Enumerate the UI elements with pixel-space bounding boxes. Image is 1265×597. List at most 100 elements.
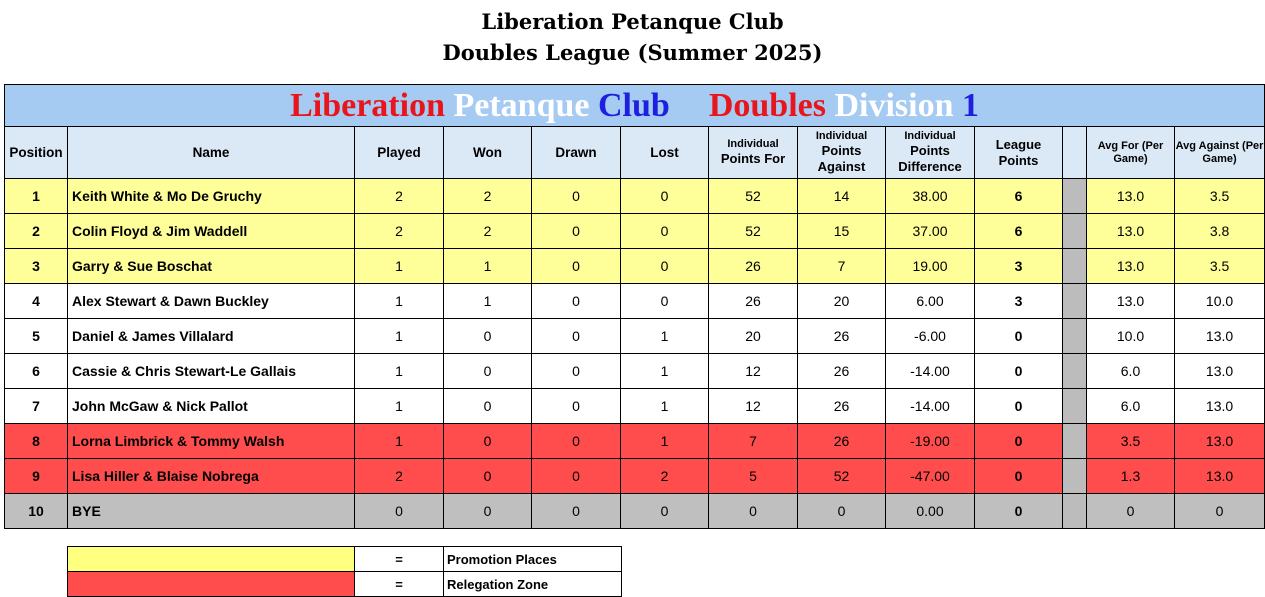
document-title-line2: Doubles League (Summer 2025) — [442, 40, 823, 65]
cell-name: John McGaw & Nick Pallot — [67, 388, 355, 424]
cell-lost: 1 — [620, 318, 709, 354]
cell-points-against: 14 — [797, 178, 886, 214]
table-row: 8 Lorna Limbrick & Tommy Walsh 1 0 0 1 7 26 -19.… — [4, 423, 1265, 459]
league-table-body: 1 Keith White & Mo De Gruchy 2 2 0 0 52 14 38.00… — [4, 178, 1265, 529]
cell-points-diff: -14.00 — [885, 353, 975, 389]
column-gap — [1062, 423, 1087, 459]
cell-drawn: 0 — [531, 493, 621, 529]
cell-name: Daniel & James Villalard — [67, 318, 355, 354]
cell-avg-for: 1.3 — [1086, 458, 1175, 494]
cell-name: Colin Floyd & Jim Waddell — [67, 213, 355, 249]
header-row: Position Name Played Won Drawn Lost Indi… — [4, 126, 1265, 179]
column-gap — [1062, 388, 1087, 424]
cell-name: BYE — [67, 493, 355, 529]
cell-points-diff: 38.00 — [885, 178, 975, 214]
cell-position: 1 — [4, 178, 68, 214]
cell-avg-for: 0 — [1086, 493, 1175, 529]
cell-position: 3 — [4, 248, 68, 284]
column-gap — [1062, 458, 1087, 494]
cell-avg-for: 3.5 — [1086, 423, 1175, 459]
column-gap — [1062, 126, 1087, 179]
header-points-for-bottom: Points For — [720, 151, 786, 166]
banner-word-6: 1 — [962, 87, 980, 124]
cell-points-for: 20 — [708, 318, 798, 354]
cell-avg-against: 3.8 — [1173, 213, 1265, 249]
column-gap — [1062, 493, 1087, 529]
table-row: 7 John McGaw & Nick Pallot 1 0 0 1 12 26 -14.00 0… — [4, 388, 1265, 424]
cell-played: 1 — [354, 423, 444, 459]
banner-word-3: Club — [598, 87, 670, 124]
cell-lost: 0 — [620, 493, 709, 529]
column-gap — [1062, 178, 1087, 214]
cell-won: 1 — [443, 248, 532, 284]
document-title-line1: Liberation Petanque Club — [481, 9, 784, 34]
cell-avg-for: 6.0 — [1086, 353, 1175, 389]
header-name: Name — [67, 126, 355, 179]
cell-avg-against: 13.0 — [1173, 458, 1265, 494]
cell-avg-against: 10.0 — [1173, 283, 1265, 319]
cell-drawn: 0 — [531, 318, 621, 354]
cell-drawn: 0 — [531, 283, 621, 319]
cell-won: 0 — [443, 388, 532, 424]
table-row: 3 Garry & Sue Boschat 1 1 0 0 26 7 19.00 3 13.0 3.5 — [4, 248, 1265, 284]
cell-lost: 0 — [620, 248, 709, 284]
cell-won: 0 — [443, 318, 532, 354]
header-points-against-top: Individual — [815, 130, 868, 142]
header-points-for: Individual Points For — [708, 126, 798, 179]
cell-points-against: 7 — [797, 248, 886, 284]
document-title: Liberation Petanque Club Doubles League … — [0, 6, 1265, 68]
cell-points-diff: 6.00 — [885, 283, 975, 319]
cell-points-diff: -14.00 — [885, 388, 975, 424]
column-gap — [1062, 248, 1087, 284]
cell-points-diff: 37.00 — [885, 213, 975, 249]
header-points-difference: Individual Points Difference — [885, 126, 975, 179]
cell-played: 1 — [354, 283, 444, 319]
league-table: Liberation Petanque Club Doubles Divisio… — [3, 84, 1265, 529]
header-won: Won — [443, 126, 532, 179]
cell-points-diff: -6.00 — [885, 318, 975, 354]
cell-points-diff: 19.00 — [885, 248, 975, 284]
cell-league-points: 3 — [974, 248, 1063, 284]
cell-played: 2 — [354, 213, 444, 249]
banner-word-1: Liberation — [290, 87, 445, 124]
cell-won: 0 — [443, 353, 532, 389]
cell-drawn: 0 — [531, 353, 621, 389]
key-row-relegation: = Relegation Zone — [67, 571, 622, 597]
cell-won: 1 — [443, 283, 532, 319]
cell-name: Cassie & Chris Stewart-Le Gallais — [67, 353, 355, 389]
cell-played: 2 — [354, 458, 444, 494]
cell-avg-for: 13.0 — [1086, 283, 1175, 319]
cell-position: 7 — [4, 388, 68, 424]
cell-position: 10 — [4, 493, 68, 529]
cell-points-against: 26 — [797, 388, 886, 424]
cell-points-for: 26 — [708, 248, 798, 284]
header-avg-against: Avg Against (Per Game) — [1173, 126, 1265, 179]
cell-name: Garry & Sue Boschat — [67, 248, 355, 284]
cell-played: 1 — [354, 353, 444, 389]
cell-avg-against: 13.0 — [1173, 388, 1265, 424]
cell-league-points: 0 — [974, 458, 1063, 494]
cell-avg-against: 3.5 — [1173, 248, 1265, 284]
cell-avg-for: 10.0 — [1086, 318, 1175, 354]
cell-lost: 0 — [620, 213, 709, 249]
cell-points-for: 26 — [708, 283, 798, 319]
cell-points-against: 26 — [797, 318, 886, 354]
cell-position: 2 — [4, 213, 68, 249]
cell-points-against: 0 — [797, 493, 886, 529]
cell-points-for: 52 — [708, 178, 798, 214]
cell-lost: 0 — [620, 178, 709, 214]
cell-points-for: 12 — [708, 353, 798, 389]
cell-league-points: 6 — [974, 178, 1063, 214]
promotion-equals: = — [354, 546, 444, 572]
cell-won: 0 — [443, 458, 532, 494]
cell-drawn: 0 — [531, 248, 621, 284]
table-row: 4 Alex Stewart & Dawn Buckley 1 1 0 0 26 20 6.00… — [4, 283, 1265, 319]
cell-position: 5 — [4, 318, 68, 354]
cell-points-for: 5 — [708, 458, 798, 494]
cell-league-points: 0 — [974, 318, 1063, 354]
table-row: 6 Cassie & Chris Stewart-Le Gallais 1 0 0 1 12… — [4, 353, 1265, 389]
cell-league-points: 0 — [974, 353, 1063, 389]
cell-avg-against: 3.5 — [1173, 178, 1265, 214]
cell-points-diff: -47.00 — [885, 458, 975, 494]
relegation-equals: = — [354, 571, 444, 597]
